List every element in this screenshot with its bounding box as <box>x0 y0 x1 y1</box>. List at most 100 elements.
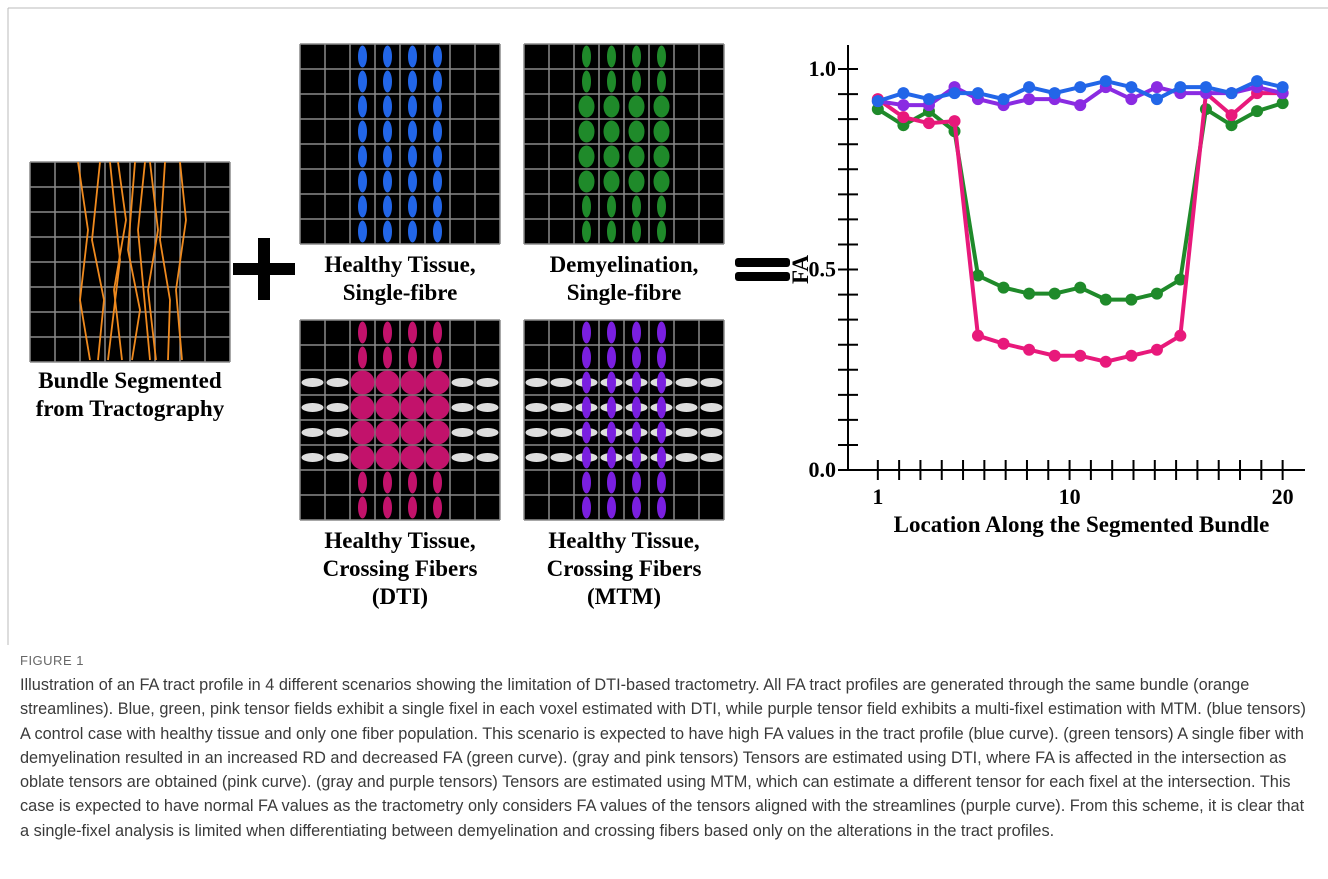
data-point <box>1099 293 1112 306</box>
data-point <box>1125 93 1138 106</box>
data-point <box>997 281 1010 294</box>
tensor <box>383 321 392 344</box>
data-point <box>1276 81 1289 94</box>
tensor <box>525 378 548 387</box>
tensor <box>408 145 417 168</box>
tensor <box>657 471 666 494</box>
data-point <box>1251 75 1264 88</box>
tensor <box>607 496 616 519</box>
tensor <box>326 428 349 437</box>
tensor <box>425 420 450 445</box>
panel-label: Healthy Tissue, <box>324 528 475 553</box>
tensor <box>301 378 324 387</box>
panel-label: Bundle Segmented <box>38 368 222 393</box>
tensor <box>383 70 392 93</box>
streamline <box>175 161 187 361</box>
tensor <box>408 70 417 93</box>
tensor <box>675 378 698 387</box>
tensor <box>358 496 367 519</box>
data-point <box>1251 105 1264 118</box>
tensor <box>700 453 723 462</box>
data-point <box>1174 81 1187 94</box>
tensor <box>628 170 645 193</box>
data-point <box>1225 119 1238 132</box>
tensor <box>383 45 392 68</box>
tensor <box>632 220 641 243</box>
tensor <box>350 395 375 420</box>
data-point <box>1048 87 1061 100</box>
tensor <box>653 145 670 168</box>
tensor <box>400 395 425 420</box>
panel-label: (DTI) <box>372 584 428 609</box>
tensor <box>350 445 375 470</box>
x-tick-label: 1 <box>872 484 883 509</box>
data-point <box>948 115 961 128</box>
tensor <box>628 145 645 168</box>
equals-sign <box>735 258 790 281</box>
tensor <box>603 95 620 118</box>
data-point <box>1023 93 1036 106</box>
tensor <box>433 346 442 369</box>
tensor <box>700 403 723 412</box>
tensor <box>582 396 591 419</box>
tensor <box>607 70 616 93</box>
tensor <box>582 371 591 394</box>
data-point <box>1023 287 1036 300</box>
tensor <box>433 195 442 218</box>
panel-label: Single-fibre <box>343 280 458 305</box>
tensor <box>400 445 425 470</box>
tensor <box>603 145 620 168</box>
tensor <box>383 220 392 243</box>
tensor <box>433 70 442 93</box>
tensor <box>607 396 616 419</box>
panel-label: Single-fibre <box>567 280 682 305</box>
tensor <box>400 370 425 395</box>
data-point <box>1125 349 1138 362</box>
data-point <box>922 93 935 106</box>
plus-sign <box>233 238 295 300</box>
tensor <box>607 446 616 469</box>
tensor <box>657 45 666 68</box>
tensor <box>632 496 641 519</box>
tensor <box>653 95 670 118</box>
tensor <box>607 421 616 444</box>
streamline <box>147 161 159 361</box>
data-point <box>1125 81 1138 94</box>
figure-label: FIGURE 1 <box>20 653 84 668</box>
tensor <box>657 371 666 394</box>
tensor <box>425 445 450 470</box>
tensor <box>433 471 442 494</box>
tensor <box>408 220 417 243</box>
tensor <box>628 95 645 118</box>
data-point <box>1276 97 1289 110</box>
data-point <box>871 95 884 108</box>
streamline <box>137 161 151 361</box>
tensor <box>383 170 392 193</box>
tensor <box>383 95 392 118</box>
series-line <box>876 89 1283 364</box>
tensor <box>632 446 641 469</box>
tensor <box>375 370 400 395</box>
tensor <box>657 346 666 369</box>
data-point <box>1150 287 1163 300</box>
data-point <box>1099 75 1112 88</box>
x-axis-label: Location Along the Segmented Bundle <box>894 512 1270 537</box>
tensor <box>408 45 417 68</box>
tensor <box>607 195 616 218</box>
y-axis-label: FA <box>788 255 813 284</box>
data-point <box>1150 93 1163 106</box>
tensor <box>358 170 367 193</box>
tensor <box>525 428 548 437</box>
tensor <box>632 321 641 344</box>
tensor <box>607 471 616 494</box>
tensor <box>550 453 573 462</box>
tensor <box>578 145 595 168</box>
tensor-panels: Bundle Segmented from Tractography Healthy… <box>29 43 725 609</box>
data-point <box>997 337 1010 350</box>
tensor <box>383 120 392 143</box>
streamline <box>107 161 121 361</box>
x-tick-label: 10 <box>1059 484 1081 509</box>
tensor <box>607 346 616 369</box>
tensor <box>582 446 591 469</box>
